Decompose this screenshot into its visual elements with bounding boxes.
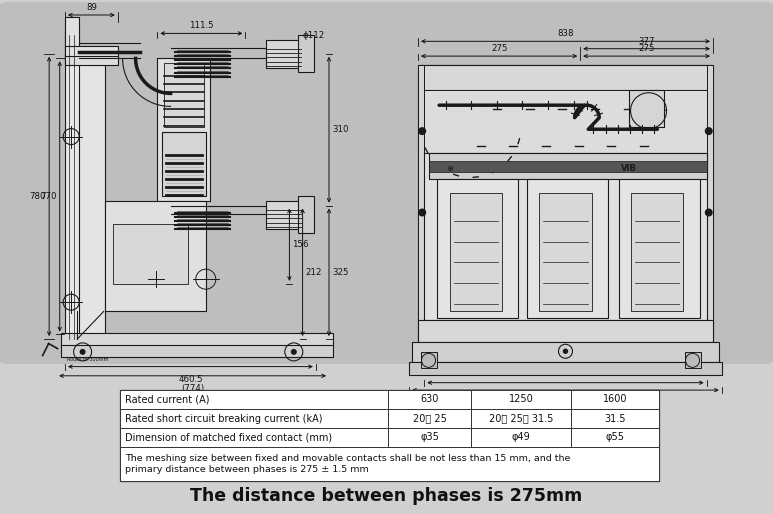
Text: 275: 275 [491,44,507,53]
Text: 885: 885 [557,398,574,407]
Text: Dimension of matched fixed contact (mm): Dimension of matched fixed contact (mm) [125,432,332,443]
Bar [418,64,424,342]
Text: Route to 300mm: Route to 300mm [66,357,108,362]
Bar [114,224,188,284]
Bar [631,193,683,311]
Bar [120,390,659,481]
Bar [162,132,206,196]
Bar [424,90,707,153]
Bar [428,153,707,179]
Bar [409,362,722,375]
Circle shape [291,349,297,355]
Bar [120,390,388,409]
Text: φ55: φ55 [605,432,625,443]
Bar [438,179,519,318]
Bar [65,56,117,65]
Text: 310: 310 [332,125,349,134]
Bar [104,201,206,311]
Bar [266,40,301,68]
Text: 1250: 1250 [509,395,533,405]
Bar [65,17,79,63]
Text: The meshing size between fixed and movable contacts shall be not less than 15 mm: The meshing size between fixed and movab… [125,454,570,474]
Bar [540,193,592,311]
Text: Rated short circuit breaking current (kA): Rated short circuit breaking current (kA… [125,413,322,424]
Bar [65,46,117,59]
Text: 630: 630 [421,395,439,405]
Circle shape [705,127,713,135]
Bar [707,64,713,342]
Bar [571,428,659,447]
Bar [571,409,659,428]
Bar [471,409,571,428]
Text: 111.5: 111.5 [189,22,213,30]
Bar [421,64,710,90]
Bar [629,90,665,127]
Circle shape [418,127,426,135]
Text: 780: 780 [29,192,46,201]
Text: (774): (774) [181,384,204,393]
Bar [164,63,204,127]
Text: 770: 770 [40,192,56,201]
Bar [65,26,79,339]
Bar [471,390,571,409]
Bar [428,161,707,172]
Bar [450,193,502,311]
Text: 156: 156 [292,240,309,249]
Bar [421,353,437,369]
Bar [120,409,388,428]
Text: 212: 212 [305,268,322,277]
Text: ⊕: ⊕ [446,163,453,173]
Text: 852: 852 [557,391,574,400]
Circle shape [80,349,86,355]
Bar [527,179,608,318]
Circle shape [418,209,426,216]
Bar [60,334,333,346]
FancyBboxPatch shape [0,2,773,364]
Text: 1600: 1600 [603,395,627,405]
Bar [471,428,571,447]
Text: 275: 275 [638,44,655,53]
Bar [418,320,713,342]
Bar [158,59,210,201]
Bar [571,390,659,409]
Text: 20， 25: 20， 25 [413,413,447,424]
Text: 838: 838 [557,29,574,39]
Text: Rated current (A): Rated current (A) [125,395,209,405]
Text: 377: 377 [638,36,655,46]
Circle shape [564,349,567,353]
Text: φ35: φ35 [420,432,439,443]
Bar [388,390,471,409]
Bar [388,409,471,428]
Bar [618,179,700,318]
Bar [60,344,333,357]
Bar [78,59,104,339]
Bar [298,35,314,72]
Text: 20， 25， 31.5: 20， 25， 31.5 [489,413,553,424]
Text: 460.5: 460.5 [178,375,203,383]
Bar [266,201,301,229]
Text: 89: 89 [86,3,97,12]
Bar [120,428,388,447]
Bar [298,196,314,233]
Text: φ49: φ49 [512,432,530,443]
Circle shape [705,209,713,216]
Text: ϕ112: ϕ112 [302,31,325,40]
Bar [412,342,720,362]
Bar [424,153,707,320]
Text: 31.5: 31.5 [604,413,626,424]
Text: The distance between phases is 275mm: The distance between phases is 275mm [190,487,583,505]
Bar [685,353,700,369]
Bar [120,447,659,481]
Bar [388,428,471,447]
Text: 325: 325 [332,268,349,277]
Bar [418,64,713,342]
Text: VIB: VIB [621,163,637,173]
